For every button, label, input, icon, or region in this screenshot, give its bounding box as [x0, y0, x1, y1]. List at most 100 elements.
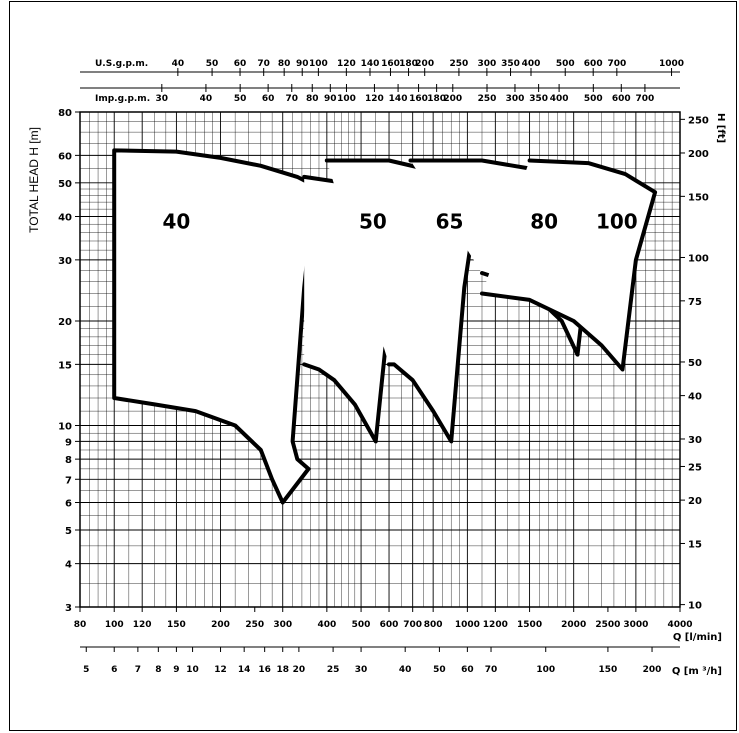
m3h-tick-label: 14 — [238, 665, 251, 675]
ft-tick-label: 25 — [688, 462, 702, 473]
impgpm-tick-label: 70 — [286, 94, 299, 104]
series-label-100: 100 — [596, 209, 638, 233]
impgpm-tick-label: 100 — [337, 94, 356, 104]
usgpm-tick-label: 40 — [172, 59, 185, 69]
x-tick-label: 200 — [211, 620, 230, 630]
impgpm-tick-label: 30 — [156, 94, 169, 104]
ft-tick-label: 50 — [688, 358, 702, 369]
usgpm-tick-label: 250 — [450, 59, 469, 69]
m3h-tick-label: 5 — [83, 665, 89, 675]
impgpm-tick-label: 50 — [234, 94, 247, 104]
y-axis-label-ft: H [ft] — [715, 113, 726, 143]
x-axis-label-lmin: Q [l/min] — [673, 632, 722, 643]
usgpm-axis-label: U.S.g.p.m. — [95, 59, 148, 69]
plot-border — [79, 111, 681, 608]
y-tick-label: 7 — [65, 475, 72, 486]
x-tick-label: 600 — [380, 620, 399, 630]
m3h-tick-label: 20 — [293, 665, 306, 675]
y-tick-label: 60 — [58, 151, 72, 162]
usgpm-tick-label: 160 — [381, 59, 400, 69]
pump-curves — [112, 148, 658, 505]
usgpm-tick-label: 50 — [206, 59, 219, 69]
impgpm-tick-label: 60 — [262, 94, 275, 104]
x-tick-label: 4000 — [667, 620, 692, 630]
y-tick-label: 40 — [58, 212, 72, 223]
y-tick-label: 30 — [58, 256, 72, 267]
y-tick-label: 4 — [65, 560, 72, 571]
ft-tick-label: 150 — [688, 192, 709, 203]
y-tick-label: 20 — [58, 317, 72, 328]
pump-curve-40 — [112, 148, 317, 505]
m3h-tick-label: 8 — [155, 665, 161, 675]
impgpm-tick-label: 600 — [612, 94, 631, 104]
usgpm-tick-label: 90 — [296, 59, 309, 69]
usgpm-tick-label: 80 — [278, 59, 291, 69]
impgpm-tick-label: 350 — [529, 94, 548, 104]
usgpm-tick-label: 120 — [337, 59, 356, 69]
ft-tick-label: 100 — [688, 253, 709, 264]
m3h-tick-label: 100 — [536, 665, 555, 675]
usgpm-tick-label: 200 — [415, 59, 434, 69]
m3h-tick-label: 200 — [643, 665, 662, 675]
ft-tick-label: 15 — [688, 539, 702, 550]
x-tick-label: 500 — [352, 620, 371, 630]
m3h-tick-label: 16 — [258, 665, 271, 675]
x-tick-label: 80 — [74, 620, 87, 630]
usgpm-tick-label: 700 — [607, 59, 626, 69]
usgpm-tick-label: 1000 — [659, 59, 684, 69]
m3h-tick-label: 25 — [327, 665, 340, 675]
series-label-80: 80 — [530, 209, 558, 233]
ft-tick-label: 250 — [688, 115, 709, 126]
usgpm-tick-label: 600 — [584, 59, 603, 69]
x-tick-label: 3000 — [623, 620, 648, 630]
impgpm-tick-label: 180 — [427, 94, 446, 104]
x-axis-label-m3h: Q [m ³/h] — [672, 666, 722, 677]
y-tick-label: 8 — [65, 455, 72, 466]
ft-tick-label: 75 — [688, 297, 702, 308]
usgpm-tick-label: 400 — [522, 59, 541, 69]
series-label-65: 65 — [436, 209, 464, 233]
ft-tick-label: 30 — [688, 435, 702, 446]
x-tick-label: 120 — [133, 620, 152, 630]
y-tick-label: 6 — [65, 499, 72, 510]
m3h-tick-label: 60 — [461, 665, 474, 675]
x-tick-label: 400 — [317, 620, 336, 630]
y-tick-label: 5 — [65, 526, 72, 537]
impgpm-tick-label: 120 — [365, 94, 384, 104]
x-tick-label: 100 — [105, 620, 124, 630]
x-tick-label: 300 — [273, 620, 292, 630]
m3h-tick-label: 70 — [485, 665, 498, 675]
x-tick-label: 1200 — [483, 620, 508, 630]
y-tick-label: 80 — [58, 108, 72, 119]
usgpm-tick-label: 300 — [477, 59, 496, 69]
m3h-tick-label: 12 — [214, 665, 227, 675]
usgpm-tick-label: 500 — [556, 59, 575, 69]
pump-curve-100 — [480, 158, 658, 372]
impgpm-tick-label: 90 — [324, 94, 337, 104]
impgpm-tick-label: 250 — [478, 94, 497, 104]
impgpm-tick-label: 40 — [200, 94, 213, 104]
x-tick-label: 2500 — [595, 620, 620, 630]
x-tick-label: 1000 — [455, 620, 480, 630]
series-label-40: 40 — [162, 209, 190, 233]
usgpm-tick-label: 60 — [234, 59, 247, 69]
impgpm-tick-label: 300 — [506, 94, 525, 104]
pump-curve-65 — [324, 158, 477, 444]
m3h-tick-label: 30 — [355, 665, 368, 675]
ft-tick-label: 20 — [688, 496, 702, 507]
m3h-tick-label: 6 — [111, 665, 117, 675]
x-tick-label: 2000 — [561, 620, 586, 630]
usgpm-tick-label: 100 — [309, 59, 328, 69]
x-tick-label: 150 — [167, 620, 186, 630]
usgpm-tick-label: 350 — [501, 59, 520, 69]
y-tick-label: 50 — [58, 179, 72, 190]
ft-tick-label: 10 — [688, 601, 702, 612]
usgpm-tick-label: 180 — [399, 59, 418, 69]
impgpm-tick-label: 140 — [389, 94, 408, 104]
y-tick-label: 9 — [65, 437, 72, 448]
x-tick-label: 700 — [403, 620, 422, 630]
impgpm-axis-label: Imp.g.p.m. — [95, 94, 150, 104]
usgpm-tick-label: 140 — [361, 59, 380, 69]
ft-tick-label: 200 — [688, 149, 709, 160]
